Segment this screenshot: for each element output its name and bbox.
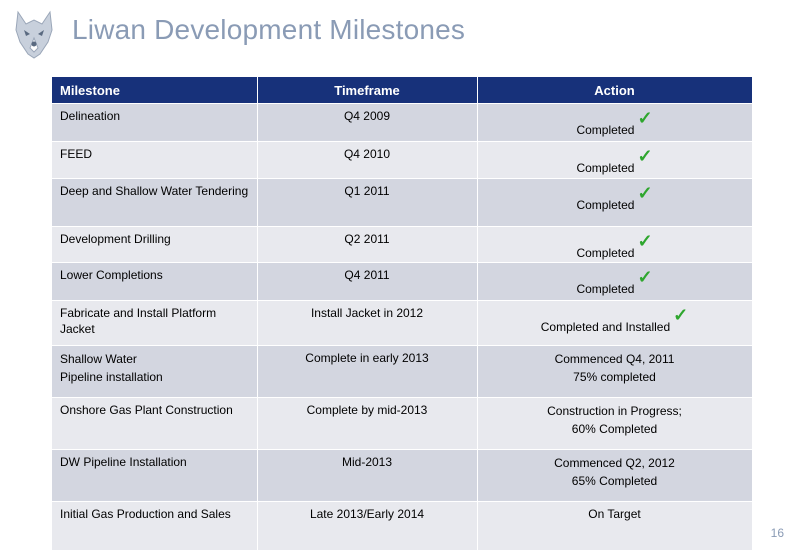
action-line: Commenced Q2, 2012: [554, 456, 675, 470]
action-cell: Completed✓: [477, 141, 753, 179]
action-cell: Completed✓: [477, 178, 753, 227]
timeframe-cell: Q2 2011: [257, 226, 478, 263]
column-header-action: Action: [477, 77, 753, 104]
action-cell: Commenced Q2, 2012 65% Completed: [477, 449, 753, 502]
company-logo: [10, 8, 58, 60]
timeframe-cell: Mid-2013: [257, 449, 478, 502]
checkmark-icon: ✓: [637, 267, 653, 287]
table-header-row: Milestone Timeframe Action: [52, 77, 753, 104]
table-row: Onshore Gas Plant Construction Complete …: [52, 397, 753, 450]
page-number: 16: [770, 526, 784, 540]
checkmark-icon: ✓: [637, 146, 653, 166]
milestone-cell: Onshore Gas Plant Construction: [52, 397, 258, 450]
timeframe-cell: Q4 2011: [257, 262, 478, 301]
action-cell: Completed✓: [477, 103, 753, 142]
table-row: FEED Q4 2010 Completed✓: [52, 141, 753, 179]
action-text: Completed: [576, 246, 635, 260]
action-cell: On Target: [477, 501, 753, 550]
checkmark-icon: ✓: [673, 305, 689, 325]
timeframe-cell: Q4 2009: [257, 103, 478, 142]
timeframe-cell: Complete by mid-2013: [257, 397, 478, 450]
timeframe-cell: Q4 2010: [257, 141, 478, 179]
table-row: Fabricate and Install Platform Jacket In…: [52, 300, 753, 346]
milestone-line: Pipeline installation: [60, 370, 163, 384]
action-line: 65% Completed: [571, 474, 658, 488]
milestones-table: Milestone Timeframe Action Delineation Q…: [52, 77, 753, 550]
action-cell: Completed and Installed✓: [477, 300, 753, 346]
action-line: Construction in Progress;: [547, 404, 682, 418]
milestone-cell: Development Drilling: [52, 226, 258, 263]
action-cell: Commenced Q4, 2011 75% completed: [477, 345, 753, 398]
milestone-cell: Delineation: [52, 103, 258, 142]
table-row: Development Drilling Q2 2011 Completed✓: [52, 226, 753, 263]
table-row: Deep and Shallow Water Tendering Q1 2011…: [52, 178, 753, 227]
action-line: 60% Completed: [571, 422, 658, 436]
milestone-cell: Shallow Water Pipeline installation: [52, 345, 258, 398]
milestone-cell: DW Pipeline Installation: [52, 449, 258, 502]
timeframe-cell: Late 2013/Early 2014: [257, 501, 478, 550]
action-text: Completed: [576, 282, 635, 296]
milestone-cell: Lower Completions: [52, 262, 258, 301]
husky-logo-icon: [15, 10, 53, 59]
table-row: Delineation Q4 2009 Completed✓: [52, 103, 753, 142]
action-text: Completed and Installed: [540, 320, 671, 334]
table-row: DW Pipeline Installation Mid-2013 Commen…: [52, 449, 753, 502]
action-line: Commenced Q4, 2011: [554, 352, 675, 366]
table-row: Lower Completions Q4 2011 Completed✓: [52, 262, 753, 301]
action-cell: Construction in Progress; 60% Completed: [477, 397, 753, 450]
action-cell: Completed✓: [477, 262, 753, 301]
timeframe-cell: Install Jacket in 2012: [257, 300, 478, 346]
table-row: Shallow Water Pipeline installation Comp…: [52, 345, 753, 398]
milestone-line: Shallow Water: [60, 352, 137, 366]
page-title: Liwan Development Milestones: [72, 14, 466, 45]
checkmark-icon: ✓: [637, 231, 653, 251]
action-cell: Completed✓: [477, 226, 753, 263]
action-line: 75% completed: [573, 370, 656, 384]
checkmark-icon: ✓: [637, 183, 653, 203]
column-header-milestone: Milestone: [52, 77, 258, 104]
milestone-cell: Deep and Shallow Water Tendering: [52, 178, 258, 227]
checkmark-icon: ✓: [637, 108, 653, 128]
timeframe-cell: Complete in early 2013: [257, 345, 478, 398]
action-text: Completed: [576, 161, 635, 175]
table-row: Initial Gas Production and Sales Late 20…: [52, 501, 753, 550]
action-text: Completed: [576, 123, 635, 137]
action-text: Completed: [576, 198, 635, 212]
milestone-cell: Fabricate and Install Platform Jacket: [52, 300, 258, 346]
milestone-cell: Initial Gas Production and Sales: [52, 501, 258, 550]
milestone-cell: FEED: [52, 141, 258, 179]
timeframe-cell: Q1 2011: [257, 178, 478, 227]
column-header-timeframe: Timeframe: [257, 77, 478, 104]
